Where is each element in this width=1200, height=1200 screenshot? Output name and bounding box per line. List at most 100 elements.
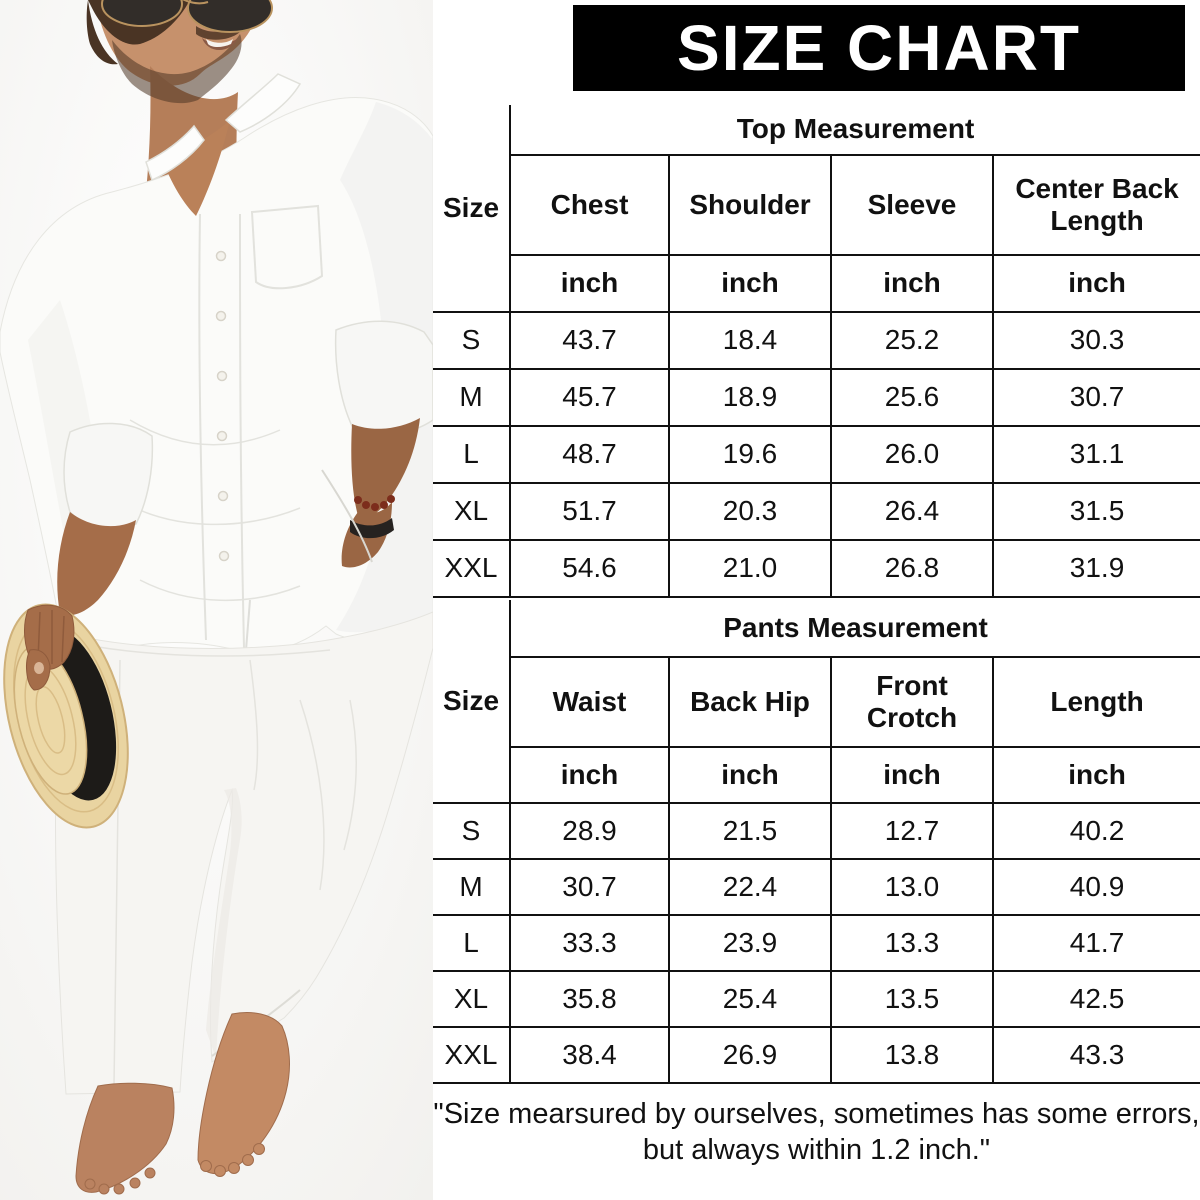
column-header: Center Back Length (991, 155, 1200, 256)
table-row: M 45.7 18.9 25.6 30.7 (433, 369, 1200, 427)
measurement-disclaimer: "Size mearsured by ourselves, sometimes … (433, 1098, 1200, 1167)
unit-cell: inch (991, 747, 1200, 804)
collar-right (224, 73, 302, 133)
button-placket (198, 213, 245, 649)
value-cell: 13.8 (830, 1027, 993, 1084)
value-cell: 31.9 (991, 540, 1200, 598)
value-cell: 40.2 (991, 803, 1200, 860)
size-cell: XL (433, 483, 510, 541)
value-cell: 21.0 (668, 540, 831, 598)
size-cell: L (433, 426, 510, 484)
size-column-header: Size (433, 600, 511, 804)
table-row: M 30.7 22.4 13.0 40.9 (433, 859, 1200, 916)
value-cell: 26.9 (668, 1027, 831, 1084)
value-cell: 35.8 (509, 971, 669, 1028)
value-cell: 43.7 (509, 312, 669, 370)
value-cell: 13.0 (830, 859, 993, 916)
unit-cell: inch (509, 255, 669, 313)
linen-pants (54, 611, 433, 1095)
size-cell: M (433, 369, 510, 427)
value-cell: 41.7 (991, 915, 1200, 972)
table-row: XXL 38.4 26.9 13.8 43.3 (433, 1027, 1200, 1084)
value-cell: 26.4 (830, 483, 993, 541)
column-header: Chest (509, 155, 669, 256)
value-cell: 26.8 (830, 540, 993, 598)
value-cell: 30.7 (991, 369, 1200, 427)
shirt-buttons (215, 250, 230, 562)
table-row: XL 51.7 20.3 26.4 31.5 (433, 483, 1200, 541)
left-side-arm (3, 422, 154, 829)
unit-cell: inch (830, 747, 993, 804)
table-row: L 33.3 23.9 13.3 41.7 (433, 915, 1200, 972)
size-column-header: Size (433, 105, 511, 313)
value-cell: 51.7 (509, 483, 669, 541)
value-cell: 43.3 (991, 1027, 1200, 1084)
value-cell: 30.3 (991, 312, 1200, 370)
column-header: Length (991, 657, 1200, 748)
size-chart-banner: SIZE CHART (573, 5, 1185, 91)
value-cell: 18.9 (668, 369, 831, 427)
value-cell: 54.6 (509, 540, 669, 598)
table-row: S 43.7 18.4 25.2 30.3 (433, 312, 1200, 370)
value-cell: 23.9 (668, 915, 831, 972)
woven-bracelet (350, 518, 394, 539)
value-cell: 31.1 (991, 426, 1200, 484)
value-cell: 20.3 (668, 483, 831, 541)
value-cell: 13.3 (830, 915, 993, 972)
size-cell: XXL (433, 540, 510, 598)
collar-left (145, 124, 205, 182)
beard (112, 34, 242, 104)
model-photo (0, 0, 433, 1200)
value-cell: 28.9 (509, 803, 669, 860)
value-cell: 18.4 (668, 312, 831, 370)
chest-pocket (250, 204, 324, 290)
unit-cell: inch (991, 255, 1200, 313)
column-header: Back Hip (668, 657, 831, 748)
table-row: S 28.9 21.5 12.7 40.2 (433, 803, 1200, 860)
size-cell: M (433, 859, 510, 916)
value-cell: 12.7 (830, 803, 993, 860)
column-header: Sleeve (830, 155, 993, 256)
top-measurement-table: Size Top Measurement Chest Shoulder Slee… (433, 105, 1200, 598)
sunglasses (101, 0, 273, 33)
hand-on-hat (24, 604, 75, 691)
size-cell: XL (433, 971, 510, 1028)
rolled-cuff-right (334, 320, 433, 435)
value-cell: 13.5 (830, 971, 993, 1028)
value-cell: 40.9 (991, 859, 1200, 916)
value-cell: 25.6 (830, 369, 993, 427)
column-header: Front Crotch (830, 657, 993, 748)
value-cell: 19.6 (668, 426, 831, 484)
section-title-pants: Pants Measurement (508, 600, 1200, 658)
value-cell: 33.3 (509, 915, 669, 972)
right-side-arm (321, 418, 420, 568)
column-header: Shoulder (668, 155, 831, 256)
value-cell: 48.7 (509, 426, 669, 484)
size-cell: S (433, 803, 510, 860)
value-cell: 31.5 (991, 483, 1200, 541)
section-title-top: Top Measurement (508, 105, 1200, 156)
value-cell: 22.4 (668, 859, 831, 916)
size-cell: S (433, 312, 510, 370)
rolled-cuff-left (63, 422, 154, 530)
table-row: XL 35.8 25.4 13.5 42.5 (433, 971, 1200, 1028)
table-row: XXL 54.6 21.0 26.8 31.9 (433, 540, 1200, 598)
model-photo-illustration (0, 0, 433, 1200)
table-row: L 48.7 19.6 26.0 31.1 (433, 426, 1200, 484)
bead-bracelet (354, 495, 395, 511)
size-chart-title: SIZE CHART (677, 12, 1081, 84)
unit-cell: inch (668, 255, 831, 313)
value-cell: 38.4 (509, 1027, 669, 1084)
value-cell: 42.5 (991, 971, 1200, 1028)
value-cell: 25.4 (668, 971, 831, 1028)
size-cell: L (433, 915, 510, 972)
pants-measurement-table: Size Pants Measurement Waist Back Hip Fr… (433, 600, 1200, 1084)
value-cell: 30.7 (509, 859, 669, 916)
column-header: Waist (509, 657, 669, 748)
value-cell: 21.5 (668, 803, 831, 860)
bare-feet (75, 1012, 290, 1195)
value-cell: 26.0 (830, 426, 993, 484)
unit-cell: inch (668, 747, 831, 804)
value-cell: 25.2 (830, 312, 993, 370)
